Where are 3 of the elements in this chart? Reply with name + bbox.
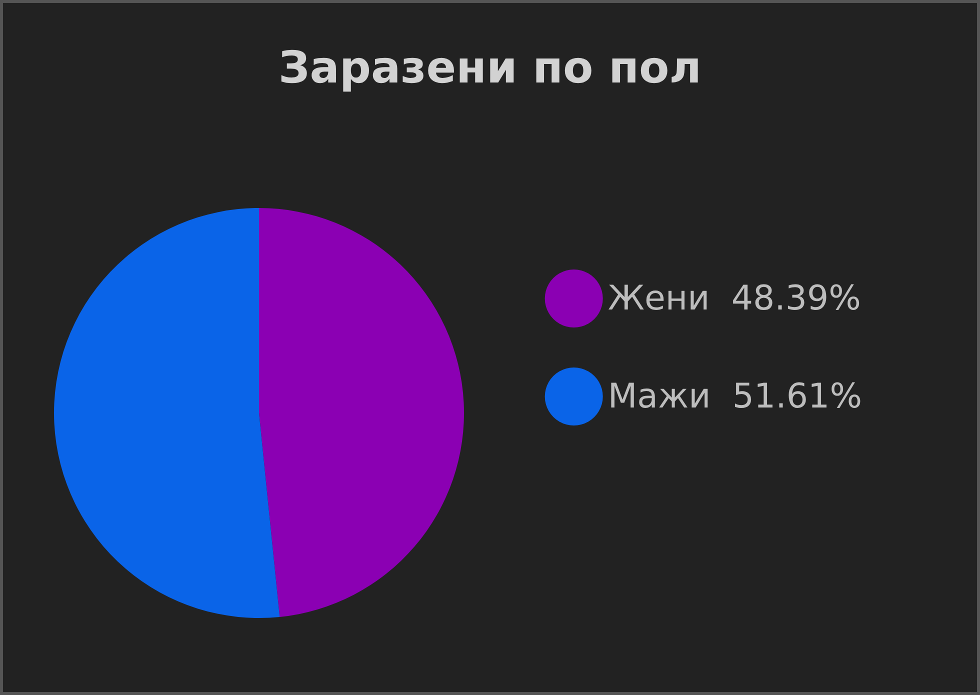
chart-title: Заразени по пол [278, 42, 702, 94]
legend-label: Жени 48.39% [608, 278, 861, 318]
legend-label: Мажи 51.61% [608, 376, 862, 416]
